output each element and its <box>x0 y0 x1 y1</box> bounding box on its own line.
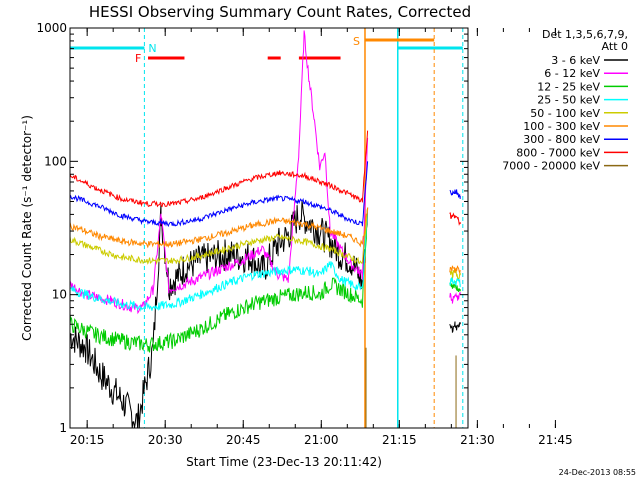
flare-label: F <box>135 52 141 65</box>
y-axis-label: Corrected Count Rate (s⁻¹ detector⁻¹) <box>20 115 34 341</box>
late-series-line-5 <box>449 265 461 275</box>
series-line-2 <box>69 207 369 353</box>
x-tick-label: 20:15 <box>70 433 105 447</box>
late-series-line-6 <box>449 189 461 199</box>
y-tick-label: 1000 <box>36 21 67 35</box>
saa-label: S <box>353 35 360 48</box>
x-tick-label: 20:30 <box>148 433 183 447</box>
legend-label: 12 - 25 keV <box>537 80 600 93</box>
late-series-line-1 <box>449 291 461 304</box>
legend-label: 6 - 12 keV <box>544 67 600 80</box>
late-series-line-7 <box>449 212 461 226</box>
axes: 20:15 20:30 20:45 21:00 21:15 21:30 21:45 1 10 10… <box>36 21 572 447</box>
series-line-3 <box>69 207 369 312</box>
plot-frame <box>69 27 469 429</box>
x-tick-label: 21:45 <box>538 433 573 447</box>
legend-label: 7000 - 20000 keV <box>502 160 600 173</box>
timestamp: 24-Dec-2013 08:55 <box>559 468 636 477</box>
x-tick-label: 21:30 <box>460 433 495 447</box>
night-label: N <box>148 42 156 55</box>
series-line-7 <box>69 130 369 208</box>
series-layer <box>69 30 461 429</box>
legend-label: 25 - 50 keV <box>537 94 600 107</box>
series-line-1 <box>69 30 369 315</box>
legend-label: 800 - 7000 keV <box>516 146 600 159</box>
series-line-5 <box>69 207 369 249</box>
series-line-0 <box>69 200 369 429</box>
chart-title: HESSI Observing Summary Count Rates, Cor… <box>89 3 471 21</box>
x-tick-label: 21:15 <box>382 433 417 447</box>
legend-label: 100 - 300 keV <box>523 120 600 133</box>
legend-header-2: Att 0 <box>602 40 628 53</box>
legend-label: 3 - 6 keV <box>551 54 600 67</box>
x-tick-label: 21:00 <box>304 433 339 447</box>
series-line-6 <box>69 161 369 228</box>
x-axis-label: Start Time (23-Dec-13 20:11:42) <box>186 455 382 469</box>
y-tick-label: 100 <box>44 154 67 168</box>
series-line-4 <box>69 207 369 265</box>
orbit-annotations: N S F <box>70 28 464 428</box>
legend-header-1: Det 1,3,5,6,7,9, <box>542 28 628 41</box>
late-series-line-0 <box>449 321 461 333</box>
legend-label: 300 - 800 keV <box>523 133 600 146</box>
y-tick-label: 10 <box>52 288 67 302</box>
x-tick-label: 20:45 <box>226 433 261 447</box>
y-tick-label: 1 <box>59 421 67 435</box>
legend-label: 50 - 100 keV <box>530 107 600 120</box>
